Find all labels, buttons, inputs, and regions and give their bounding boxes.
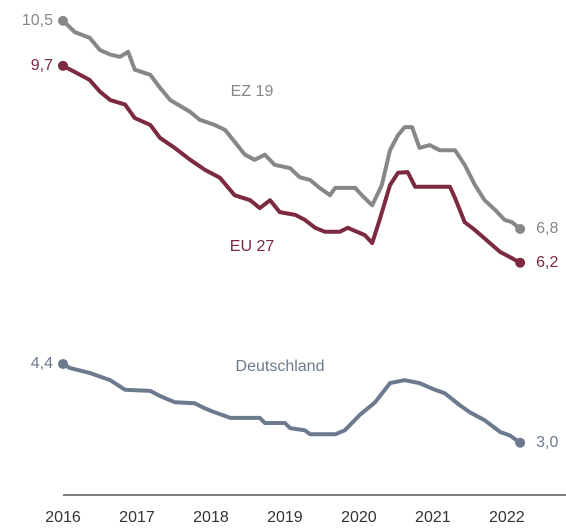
end-point <box>515 223 526 234</box>
x-tick-label: 2020 <box>341 509 377 526</box>
value-label: 9,7 <box>31 57 53 74</box>
end-point <box>58 15 68 26</box>
line <box>62 64 522 265</box>
end-point <box>515 257 526 268</box>
line <box>61 362 522 445</box>
x-tick-label: 2017 <box>119 509 155 526</box>
end-point <box>58 60 68 71</box>
series-label: EU 27 <box>230 238 275 255</box>
value-label: 4,4 <box>31 355 53 372</box>
x-tick-label: 2022 <box>489 509 525 526</box>
end-point <box>58 358 68 369</box>
x-tick-label: 2018 <box>193 509 229 526</box>
value-label: 3,0 <box>536 434 558 451</box>
x-tick-label: 2021 <box>415 509 451 526</box>
value-label: 6,8 <box>536 220 558 237</box>
line <box>61 19 522 231</box>
end-point <box>515 437 526 448</box>
x-tick-label: 2016 <box>45 509 81 526</box>
x-tick-label: 2019 <box>267 509 303 526</box>
series-label: EZ 19 <box>231 83 274 100</box>
value-label: 6,2 <box>536 254 558 271</box>
series-label: Deutschland <box>236 358 325 375</box>
value-label: 10,5 <box>22 12 53 29</box>
